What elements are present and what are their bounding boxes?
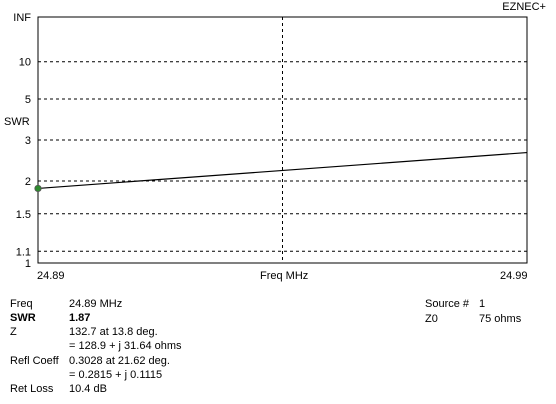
z0-value: 75 ohms <box>479 313 522 325</box>
freq-label: Freq <box>10 298 33 310</box>
y-tick-label: 10 <box>19 57 31 69</box>
brand-label: EZNEC+ <box>502 1 546 13</box>
swr-label: SWR <box>10 312 36 324</box>
refl-coeff-label: Refl Coeff <box>10 355 59 367</box>
y-tick-label: 2 <box>25 176 31 188</box>
swr-value: 1.87 <box>69 312 91 324</box>
return-loss-value: 10.4 dB <box>69 383 107 395</box>
refl-coeff-polar: 0.3028 at 21.62 deg. <box>69 355 170 367</box>
freq-value: 24.89 MHz <box>69 298 123 310</box>
swr-curve <box>37 151 528 190</box>
source-value: 1 <box>479 298 486 310</box>
y-tick-label: 1.1 <box>16 246 31 258</box>
impedance-rect: = 128.9 + j 31.64 ohms <box>69 340 182 352</box>
impedance-polar: 132.7 at 13.8 deg. <box>69 326 158 338</box>
y-tick-label: 1 <box>25 258 31 270</box>
y-axis-title: SWR <box>4 116 30 128</box>
y-tick-label: 1.5 <box>16 209 31 221</box>
plot-frame <box>37 16 528 264</box>
source-label: Source # <box>425 298 470 310</box>
y-tick-label: 5 <box>25 94 31 106</box>
x-tick-label-start: 24.89 <box>37 270 65 282</box>
x-axis-title: Freq MHz <box>260 270 309 282</box>
impedance-label: Z <box>10 326 17 338</box>
return-loss-label: Ret Loss <box>10 383 54 395</box>
x-tick-label-end: 24.99 <box>500 270 528 282</box>
y-tick-label: 3 <box>25 135 31 147</box>
y-tick-label: INF <box>13 12 31 24</box>
z0-label: Z0 <box>425 313 438 325</box>
frequency-marker <box>34 184 42 193</box>
refl-coeff-rect: = 0.2815 + j 0.1115 <box>69 369 163 381</box>
